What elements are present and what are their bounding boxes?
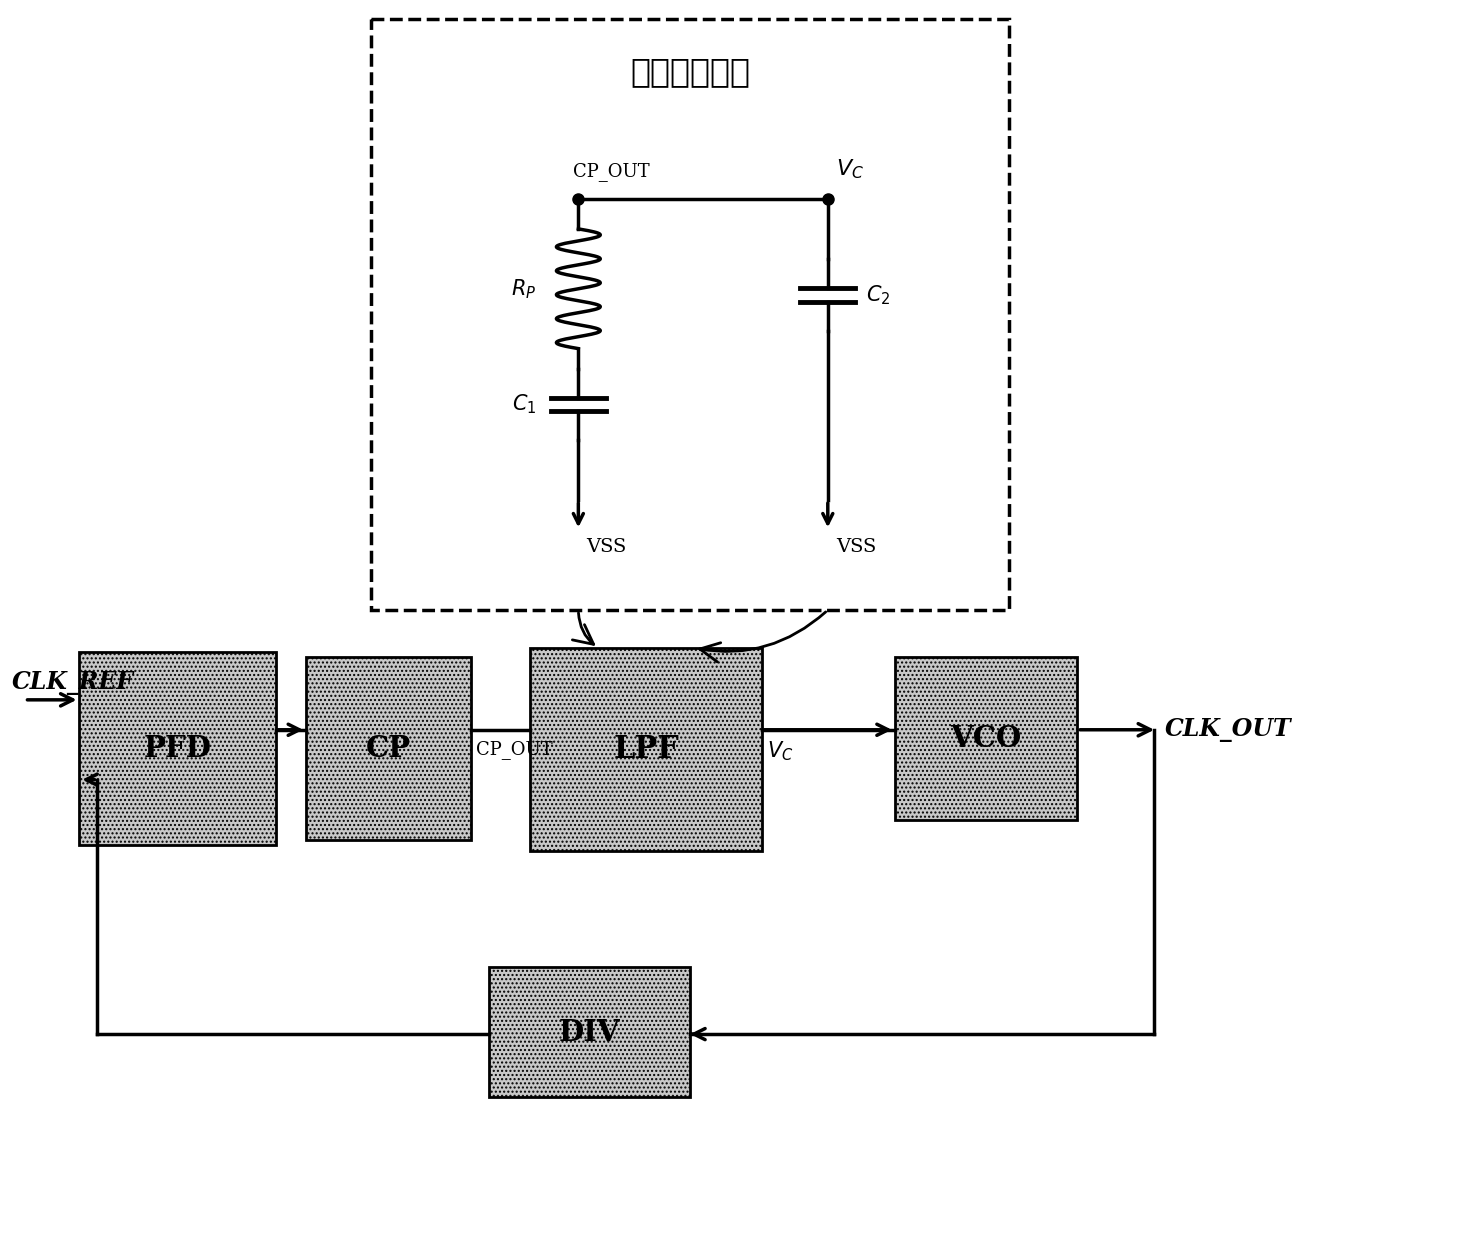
Bar (530, 649, 762, 851)
Text: $V_C$: $V_C$ (767, 740, 794, 764)
Text: VSS: VSS (835, 538, 876, 556)
Text: LPF: LPF (613, 734, 679, 765)
Text: CP: CP (365, 734, 411, 762)
Text: CLK_REF: CLK_REF (12, 671, 134, 695)
Bar (530, 649, 762, 851)
Bar (80, 652, 275, 845)
Text: 基本的滤波器: 基本的滤波器 (630, 55, 750, 88)
Bar (306, 657, 470, 840)
Text: VCO: VCO (950, 724, 1022, 752)
Text: CLK_OUT: CLK_OUT (1165, 717, 1292, 741)
Bar (489, 968, 691, 1097)
Text: VSS: VSS (586, 538, 626, 556)
Text: $R_P$: $R_P$ (511, 277, 536, 300)
Bar (894, 657, 1077, 820)
Text: CP_OUT: CP_OUT (476, 740, 552, 759)
Text: PFD: PFD (144, 734, 212, 762)
Text: $V_C$: $V_C$ (835, 158, 863, 182)
Bar (371, 19, 1009, 610)
Bar (894, 657, 1077, 820)
Bar (80, 652, 275, 845)
Bar (489, 968, 691, 1097)
Bar (306, 657, 470, 840)
Text: DIV: DIV (558, 1018, 620, 1047)
Text: $C_1$: $C_1$ (513, 393, 536, 417)
Text: $C_2$: $C_2$ (866, 283, 890, 307)
Text: CP_OUT: CP_OUT (573, 162, 650, 182)
